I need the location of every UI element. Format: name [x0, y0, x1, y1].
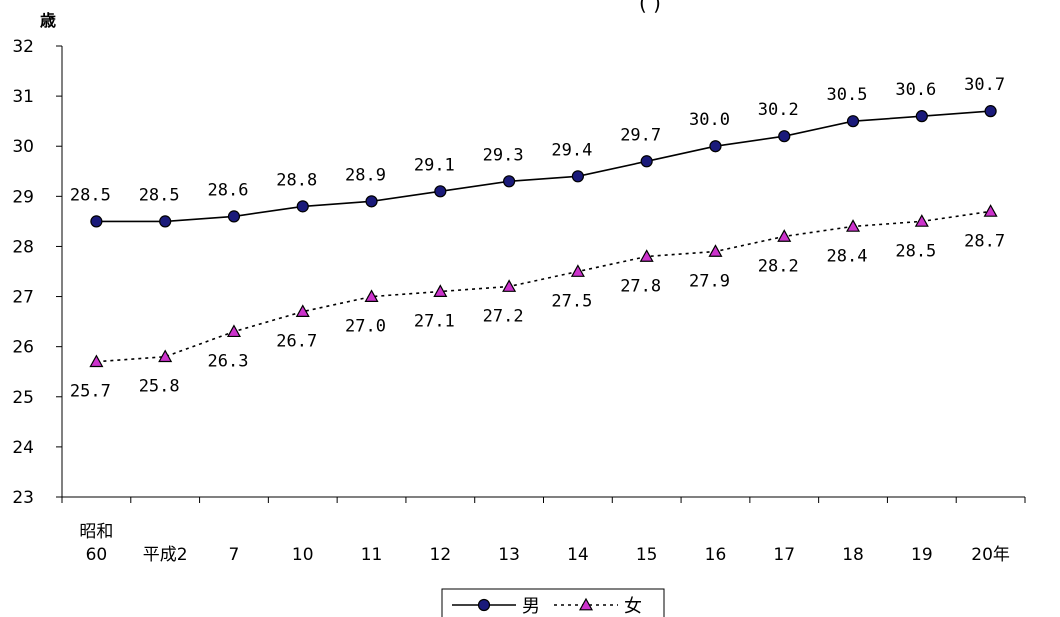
data-point-marker [846, 219, 861, 232]
x-axis-ticks: 昭和 60 平成2 7 10 11 12 13 14 15 16 17 18 19 20年 [61, 497, 1026, 565]
data-point-marker [89, 354, 104, 368]
data-label: 25.8 [139, 377, 180, 397]
y-tick-label: 29 [12, 187, 34, 207]
data-label: 27.1 [414, 312, 455, 332]
legend-label-male: 男 [522, 596, 540, 617]
data-label: 29.7 [620, 125, 661, 145]
series-male: 28.5 28.5 28.6 28.8 28.9 29.1 29.3 29.4 29.7 30.0… [70, 75, 1005, 228]
data-point-marker [640, 155, 653, 168]
data-point-marker [295, 304, 310, 317]
x-tick-label: 13 [498, 545, 520, 565]
y-tick-label: 31 [12, 87, 34, 107]
data-label: 28.4 [827, 246, 868, 266]
data-label: 28.9 [345, 165, 386, 185]
data-label: 28.5 [139, 185, 180, 205]
data-label: 26.3 [207, 352, 248, 372]
data-point-marker [708, 244, 723, 257]
y-tick-label: 26 [12, 338, 34, 358]
series-layer: 28.5 28.5 28.6 28.8 28.9 29.1 29.3 29.4 29.7 30.0… [70, 75, 1005, 402]
x-tick-label: 14 [567, 545, 589, 565]
data-point-marker [159, 215, 172, 228]
data-label: 27.5 [551, 292, 592, 312]
legend-item-female: 女 [554, 596, 642, 617]
data-point-marker [227, 210, 241, 223]
x-tick-label: 19 [911, 545, 933, 565]
data-point-marker [778, 130, 791, 143]
data-point-marker [364, 289, 379, 302]
y-tick-label: 27 [12, 288, 34, 308]
data-point-marker [433, 284, 448, 297]
x-tick-label: 18 [842, 545, 864, 565]
y-tick-label: 24 [12, 438, 34, 458]
data-label: 29.4 [551, 140, 592, 160]
x-tick-label: 60 [86, 545, 108, 565]
legend-label-female: 女 [624, 596, 642, 617]
x-tick-label: 17 [773, 545, 795, 565]
axes [61, 46, 1025, 498]
data-point-marker [296, 200, 309, 213]
data-label: 26.7 [276, 332, 317, 352]
legend-item-male: 男 [452, 596, 540, 617]
data-point-marker [226, 324, 241, 338]
data-point-marker [90, 215, 103, 228]
data-label: 28.7 [964, 231, 1005, 251]
data-label: 27.0 [345, 317, 386, 337]
y-tick-label: 23 [12, 488, 34, 508]
x-tick-label: 15 [636, 545, 658, 565]
data-label: 30.7 [964, 75, 1005, 95]
data-point-marker [158, 349, 173, 363]
data-label: 30.0 [689, 110, 730, 130]
data-point-marker [709, 140, 722, 153]
data-label: 27.2 [483, 307, 524, 327]
y-axis-ticks: 23 24 25 26 27 28 29 30 31 32 [12, 37, 62, 508]
data-point-marker [503, 175, 516, 188]
x-tick-label: 10 [292, 545, 314, 565]
data-point-marker [571, 170, 584, 183]
data-point-marker [502, 279, 517, 292]
x-tick-label: 7 [229, 545, 240, 565]
legend: 男女 [441, 588, 665, 617]
x-tick-label: 16 [705, 545, 727, 565]
data-point-marker [365, 195, 378, 208]
data-label: 30.6 [895, 80, 936, 100]
data-label: 25.7 [70, 382, 111, 402]
series-female: 25.7 25.8 26.3 26.7 27.0 27.1 27.2 27.5 27.8 27.9… [70, 204, 1005, 402]
data-point-marker [915, 110, 928, 123]
data-label: 28.5 [70, 185, 111, 205]
data-point-marker [983, 204, 998, 217]
y-unit-label: 歳 [40, 11, 56, 30]
legend-marker-female [578, 597, 594, 611]
data-point-marker [639, 249, 654, 262]
data-point-marker [984, 105, 997, 118]
data-label: 27.8 [620, 276, 661, 296]
data-label: 29.1 [414, 155, 455, 175]
data-point-marker [777, 229, 792, 242]
x-tick-label: 20年 [971, 545, 1010, 565]
y-tick-label: 28 [12, 237, 34, 257]
data-label: 28.2 [758, 256, 799, 276]
data-label: 27.9 [689, 271, 730, 291]
y-tick-label: 30 [12, 137, 34, 157]
data-label: 29.3 [483, 145, 524, 165]
legend-marker-male [477, 598, 491, 612]
data-label: 30.5 [827, 85, 868, 105]
series-line [96, 110, 991, 223]
x-tick-label: 11 [361, 545, 383, 565]
x-tick-label-top: 昭和 [79, 522, 113, 542]
x-tick-label: 12 [430, 545, 452, 565]
data-label: 28.6 [207, 180, 248, 200]
data-label: 28.8 [276, 170, 317, 190]
x-tick-label: 平成2 [143, 545, 188, 565]
data-point-marker [846, 115, 860, 128]
y-tick-label: 32 [12, 37, 34, 57]
data-label: 30.2 [758, 100, 799, 120]
y-tick-label: 25 [12, 388, 34, 408]
series-line [96, 210, 991, 363]
data-point-marker [570, 264, 585, 277]
data-point-marker [914, 214, 929, 227]
data-point-marker [434, 185, 447, 198]
chart-title-fragment: ( ) [639, 0, 661, 15]
data-label: 28.5 [895, 241, 936, 261]
